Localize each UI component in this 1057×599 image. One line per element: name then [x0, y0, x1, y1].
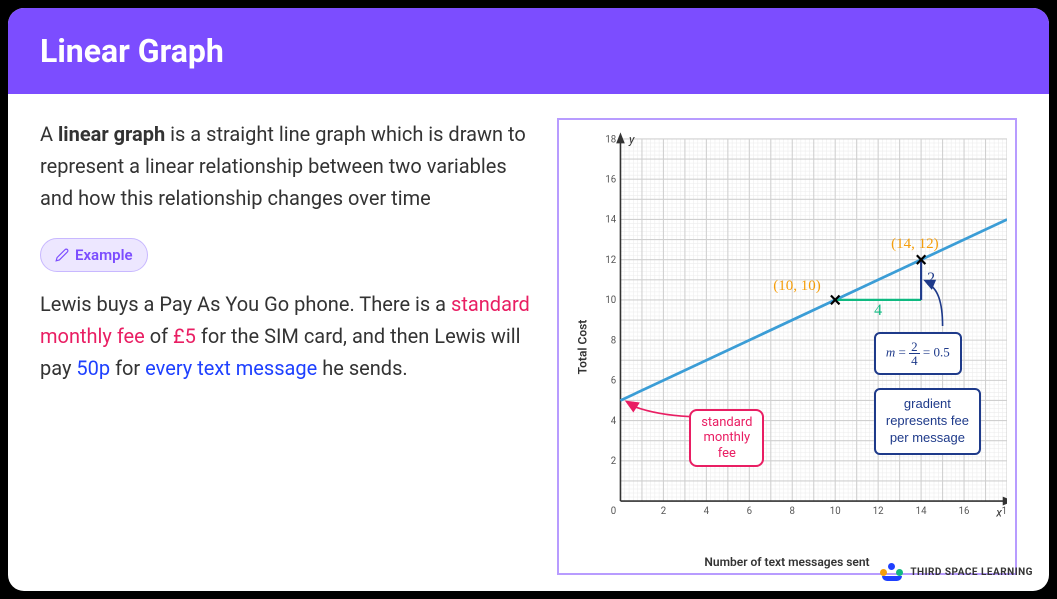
- svg-text:6: 6: [747, 506, 753, 517]
- svg-text:2: 2: [661, 506, 667, 517]
- svg-text:16: 16: [605, 174, 616, 185]
- svg-text:4: 4: [611, 416, 617, 427]
- svg-text:10: 10: [830, 506, 841, 517]
- example-badge: Example: [40, 238, 148, 272]
- intro-paragraph: A linear graph is a straight line graph …: [40, 118, 533, 214]
- logo-text: THIRD SPACE LEARNING: [910, 567, 1033, 578]
- page-title: Linear Graph: [40, 32, 224, 70]
- chart-panel: Total Cost Number of text messages sent …: [557, 118, 1017, 575]
- svg-text:12: 12: [605, 255, 616, 266]
- fee-amount: £5: [173, 324, 196, 348]
- svg-text:14: 14: [605, 215, 616, 226]
- pencil-icon: [55, 248, 69, 262]
- example-paragraph: Lewis buys a Pay As You Go phone. There …: [40, 288, 533, 384]
- svg-text:8: 8: [790, 506, 795, 517]
- y-var: y: [628, 132, 635, 146]
- svg-text:4: 4: [704, 506, 710, 517]
- brand-logo: THIRD SPACE LEARNING: [880, 563, 1033, 581]
- content-area: A linear graph is a straight line graph …: [8, 94, 1049, 591]
- y-axis-label: Total Cost: [575, 319, 589, 374]
- svg-text:12: 12: [873, 506, 884, 517]
- rise-label: 2: [927, 270, 935, 288]
- x-axis-label: Number of text messages sent: [704, 555, 869, 569]
- point-label-2: (14, 12): [891, 236, 939, 253]
- svg-text:18: 18: [605, 134, 616, 145]
- rate-amount: 50p: [76, 356, 110, 380]
- logo-icon: [880, 563, 904, 581]
- callout-formula: m = 24 = 0.5: [874, 332, 962, 375]
- rate-highlight: every text message: [145, 356, 317, 380]
- svg-text:18: 18: [1002, 506, 1007, 517]
- svg-text:2: 2: [611, 456, 617, 467]
- chart-inner: Total Cost Number of text messages sent …: [559, 120, 1015, 573]
- lesson-card: Linear Graph A linear graph is a straigh…: [8, 8, 1049, 591]
- svg-text:6: 6: [611, 376, 617, 387]
- callout-monthly-fee: standard monthly fee: [689, 409, 764, 468]
- callout-gradient: gradient represents fee per message: [874, 388, 981, 455]
- bold-term: linear graph: [58, 122, 165, 146]
- run-label: 4: [874, 302, 882, 320]
- header: Linear Graph: [8, 8, 1049, 94]
- svg-text:14: 14: [916, 506, 927, 517]
- svg-text:8: 8: [611, 335, 616, 346]
- text-column: A linear graph is a straight line graph …: [40, 118, 533, 575]
- point-label-1: (10, 10): [773, 278, 821, 295]
- svg-text:0: 0: [611, 506, 616, 517]
- svg-text:10: 10: [605, 295, 616, 306]
- chart-svg: y x 246810121416180 24681012141618: [599, 128, 1007, 523]
- svg-text:16: 16: [959, 506, 970, 517]
- example-label: Example: [75, 243, 133, 267]
